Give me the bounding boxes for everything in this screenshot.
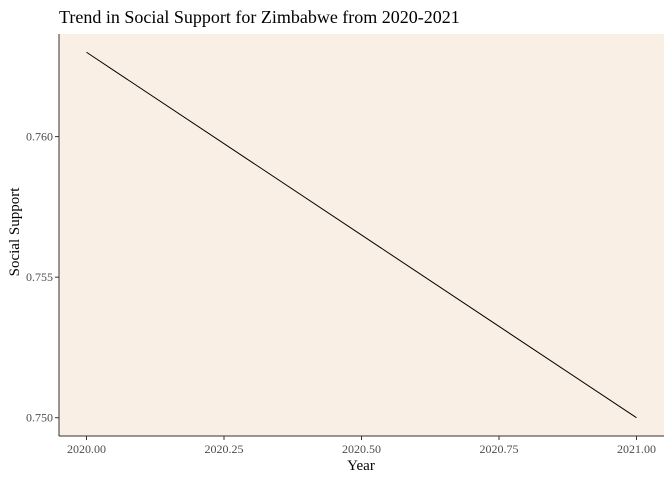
y-tick-label: 0.755	[26, 270, 53, 284]
y-axis-title: Social Support	[7, 187, 23, 277]
x-tick-label: 2020.50	[342, 442, 381, 456]
y-tick-label: 0.760	[26, 130, 53, 144]
x-axis-ticks: 2020.00 2020.25 2020.50 2020.75 2021.00	[67, 436, 656, 456]
x-tick-label: 2021.00	[617, 442, 656, 456]
chart-title: Trend in Social Support for Zimbabwe fro…	[59, 7, 460, 27]
y-axis-ticks: 0.750 0.755 0.760	[26, 130, 59, 425]
y-tick-label: 0.750	[26, 411, 53, 425]
x-tick-label: 2020.00	[67, 442, 106, 456]
series-line	[86, 51, 637, 419]
x-axis-title: Year	[347, 458, 375, 474]
x-tick-label: 2020.25	[205, 442, 244, 456]
x-tick-label: 2020.75	[480, 442, 519, 456]
series-lines	[86, 51, 637, 419]
